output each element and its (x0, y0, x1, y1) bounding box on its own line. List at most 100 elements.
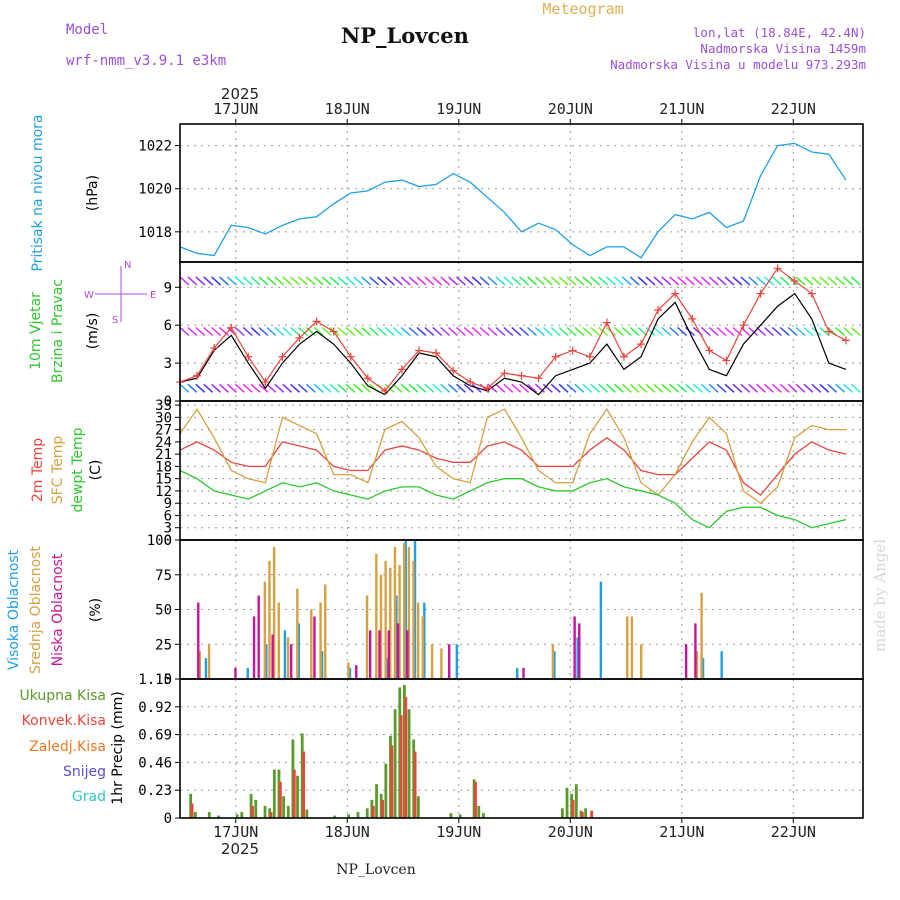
axis-label: Visoka Oblacnost (6, 549, 22, 670)
total-rain-bar (240, 811, 244, 818)
ytick-label: 3 (164, 356, 172, 372)
wind-gust-marker (380, 386, 389, 395)
wind-barb (234, 326, 245, 337)
mid-cloud-bar (277, 602, 280, 679)
high-cloud-bar (455, 644, 459, 679)
wind-barb (732, 383, 743, 393)
xtick-label-bottom: 19JUN (436, 823, 481, 841)
wind-barb (218, 326, 229, 337)
wind-barb (424, 276, 435, 286)
axis-label: 10m Vjetar (28, 292, 44, 370)
wind-barb (550, 326, 561, 337)
wind-gust-marker (415, 346, 424, 355)
wind-barb (211, 276, 222, 286)
watermark: made by Angel (871, 539, 889, 652)
axis-label: Pritisak na nivou mora (30, 114, 46, 271)
ytick-label: 21 (155, 447, 172, 463)
wind-barb (242, 276, 253, 286)
wind-barb (795, 383, 806, 393)
high-cloud-bar (404, 540, 407, 679)
wind-barb (258, 276, 269, 286)
wind-barb (756, 326, 767, 337)
axis-label: 1hr Precip (mm) (110, 691, 126, 804)
wind-barb (661, 276, 672, 286)
wind-barb (376, 276, 387, 286)
wind-barb (511, 383, 522, 393)
total-rain-bar (482, 813, 485, 818)
wind-barb (534, 326, 545, 337)
wind-barb (756, 383, 767, 393)
precip-legend-item: Snijeg (63, 764, 106, 780)
wind-barb (290, 383, 301, 393)
total-rain-bar (393, 709, 397, 818)
mid-cloud-bar (389, 567, 392, 679)
wind-barb (392, 276, 403, 286)
wind-barb (242, 383, 253, 393)
compass-icon: N W E S (84, 260, 156, 326)
low-cloud-bar (406, 630, 409, 679)
conv-rain-bar (590, 810, 594, 818)
ytick-label: 18 (155, 459, 172, 475)
wind-barb (187, 276, 198, 286)
wind-barb (266, 276, 277, 286)
wind-barb (779, 383, 790, 393)
total-rain-bar (305, 809, 309, 818)
total-rain-bar (235, 814, 239, 818)
wind-barb (495, 276, 506, 286)
wind-barb (424, 383, 435, 393)
mid-cloud-bar (268, 560, 271, 679)
ytick-label: 75 (155, 568, 172, 584)
wind-barb (361, 326, 372, 337)
wind-barb (455, 276, 466, 286)
wind-barb (811, 383, 822, 393)
wind-barb (771, 383, 782, 393)
conv-rain-bar (404, 697, 408, 818)
axis-label: (m/s) (85, 313, 101, 350)
wind-barb (313, 326, 324, 337)
wind-barb (274, 326, 285, 337)
ytick-label: 0.92 (138, 700, 172, 716)
conv-rain-bar (190, 803, 194, 818)
wind-barb (400, 326, 411, 337)
wind-barb (566, 383, 577, 393)
wind-barb (471, 326, 482, 337)
wind-barb (598, 383, 609, 393)
ytick-label: 0.46 (138, 755, 172, 771)
wind-barb (503, 383, 514, 393)
total-rain-bar (296, 775, 299, 818)
ytick-label: 0.23 (138, 783, 172, 799)
wind-gust-marker (773, 264, 782, 273)
wind-gust-marker (637, 340, 646, 349)
wind-barb (432, 383, 443, 393)
wind-barb (598, 326, 609, 337)
high-cloud-bar (576, 637, 579, 679)
wind-barb (313, 383, 324, 393)
wind-barb (179, 326, 190, 337)
wind-barb (519, 383, 530, 393)
wind-barb (661, 326, 672, 337)
wind-barb (392, 326, 403, 337)
compass-e: E (150, 290, 156, 301)
wind-barb (566, 276, 577, 286)
wind-gust-marker (227, 323, 236, 332)
wind-barb (550, 276, 561, 286)
wind-barb (685, 276, 696, 286)
wind-barb (708, 276, 719, 286)
wind-barb (258, 326, 269, 337)
wind-barb (574, 383, 585, 393)
wind-barb (692, 276, 703, 286)
conv-rain-bar (302, 751, 306, 818)
wind-barb (645, 276, 656, 286)
total-rain-bar (565, 787, 569, 818)
wind-barb (179, 276, 190, 286)
wind-barb (290, 326, 301, 337)
panel-pressure: 1018 1020 1022 Pritisak na nivou mora (hPa) (30, 114, 863, 272)
wind-barb (637, 383, 648, 393)
wind-barb (384, 276, 395, 286)
wind-gust-marker (312, 317, 321, 326)
wind-barb (764, 383, 774, 393)
low-cloud-bar (573, 616, 576, 679)
wind-barb (250, 383, 261, 393)
conv-rain-bar (269, 811, 273, 818)
